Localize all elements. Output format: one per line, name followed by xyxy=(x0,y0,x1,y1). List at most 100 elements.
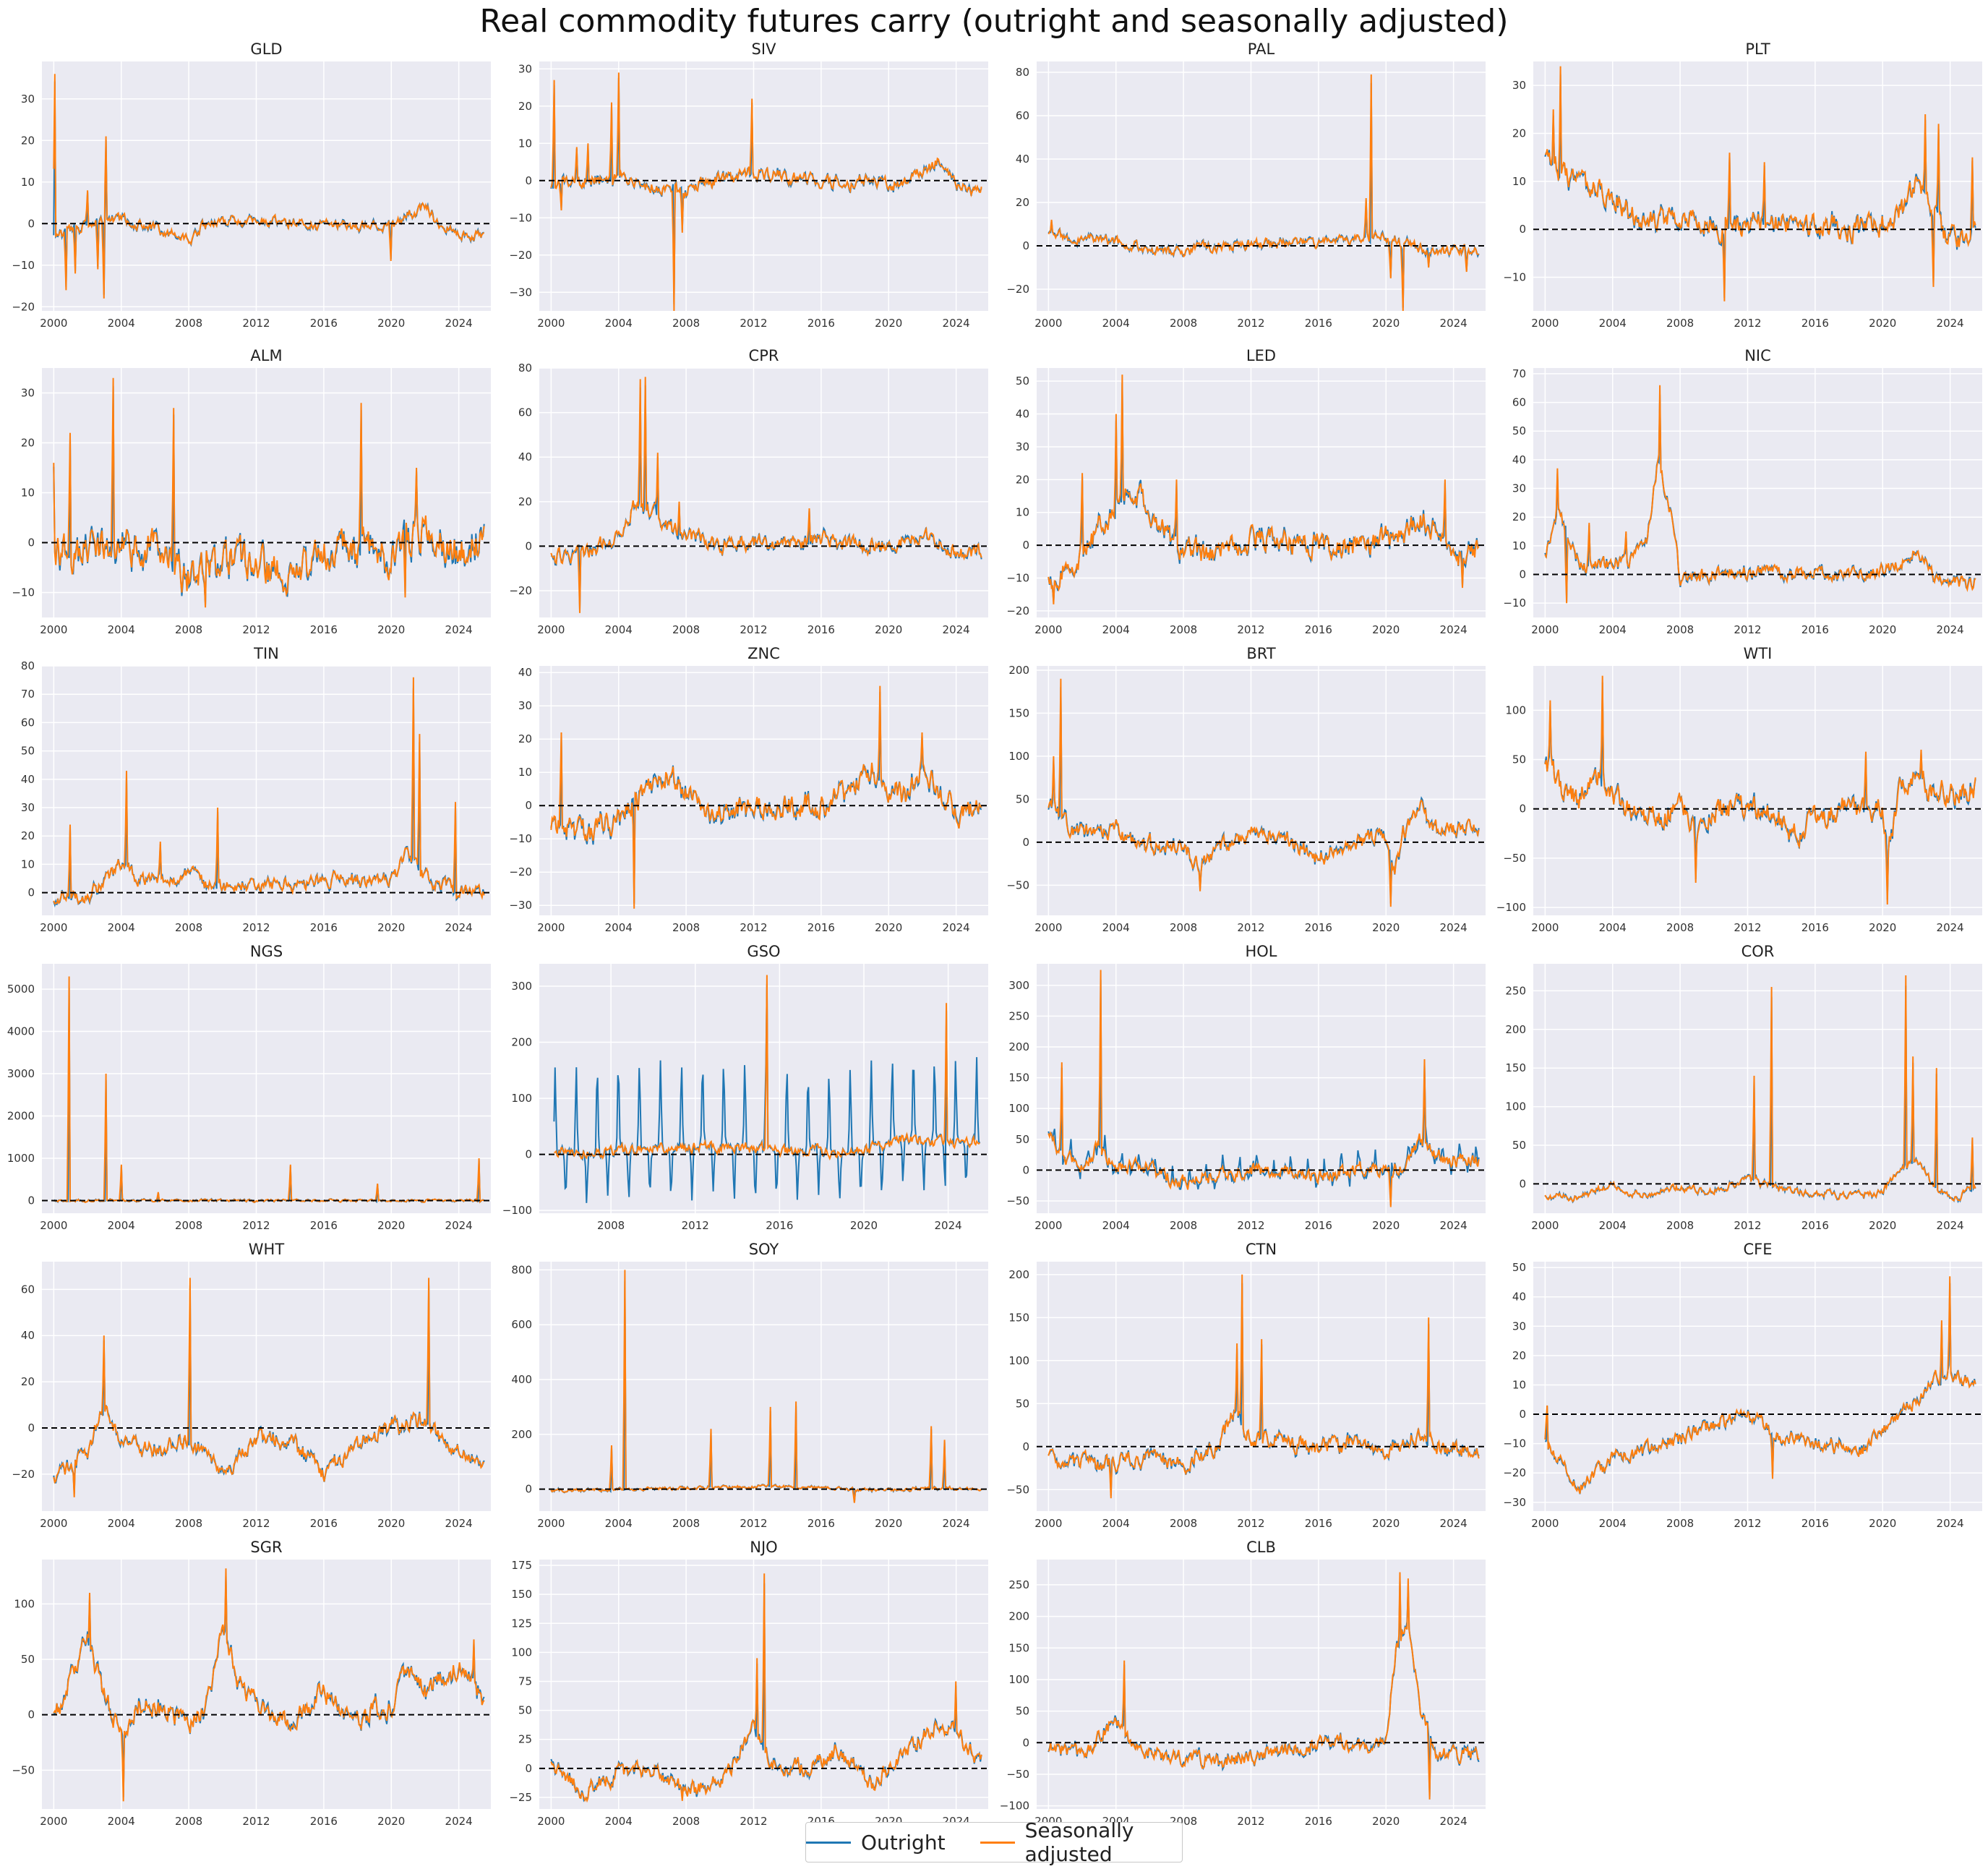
x-tick-label: 2008 xyxy=(175,1815,202,1828)
y-tick-label: 4000 xyxy=(7,1025,35,1038)
panel-led: 2000 2004 2008 2012 2016 2020 2024 −20 −10 0 10 20 3… xyxy=(1006,347,1486,636)
panel-ngs: 2000 2004 2008 2012 2016 2020 2024 0 1000 2000 300… xyxy=(7,943,491,1232)
y-tick-label: 30 xyxy=(1512,482,1526,495)
x-tick-label: 2020 xyxy=(1372,1815,1400,1828)
x-tick-label: 2004 xyxy=(108,1219,135,1232)
y-tick-label: 10 xyxy=(1512,539,1526,552)
plot-area xyxy=(1533,368,1982,617)
y-tick-label: −50 xyxy=(1006,1194,1029,1207)
x-tick-label: 2016 xyxy=(1305,317,1332,330)
x-tick-label: 2000 xyxy=(1531,623,1559,636)
x-tick-label: 2012 xyxy=(740,317,767,330)
panel-title: LED xyxy=(1246,347,1276,364)
y-tick-label: −30 xyxy=(509,286,532,299)
series-seasonally-adjusted-line xyxy=(53,677,485,905)
y-tick-label: 100 xyxy=(1008,1102,1029,1115)
x-tick-label: 2024 xyxy=(1937,317,1964,330)
x-tick-label: 2020 xyxy=(1869,623,1896,636)
x-tick-label: 2012 xyxy=(242,1517,270,1530)
x-tick-label: 2016 xyxy=(310,1815,338,1828)
y-tick-label: 100 xyxy=(511,1092,532,1105)
y-tick-label: 20 xyxy=(1512,1349,1526,1362)
y-tick-label: 100 xyxy=(1505,703,1526,717)
panel-title: WHT xyxy=(249,1241,285,1258)
y-tick-label: 0 xyxy=(27,536,35,549)
plot-area xyxy=(539,666,988,915)
y-tick-label: 60 xyxy=(518,406,532,419)
x-tick-label: 2008 xyxy=(1666,1219,1694,1232)
y-tick-label: 100 xyxy=(1008,1354,1029,1367)
x-tick-label: 2004 xyxy=(108,317,135,330)
y-tick-label: 0 xyxy=(27,217,35,230)
y-tick-label: 100 xyxy=(511,1646,532,1659)
x-tick-label: 2016 xyxy=(310,1517,338,1530)
plot-area xyxy=(1037,61,1486,311)
y-tick-label: 60 xyxy=(1016,109,1029,122)
y-tick-label: 50 xyxy=(518,1704,532,1717)
x-tick-label: 2004 xyxy=(605,1815,633,1828)
series-seasonally-adjusted-line xyxy=(53,74,485,299)
y-tick-label: 20 xyxy=(518,732,532,745)
x-tick-label: 2016 xyxy=(1801,1517,1829,1530)
panel-soy: 2000 2004 2008 2012 2016 2020 2024 0 200 400 600 80… xyxy=(511,1241,988,1530)
x-tick-label: 2020 xyxy=(377,1517,405,1530)
x-tick-label: 2004 xyxy=(1102,921,1130,934)
panel-gso: 2008 2012 2016 2020 2024 −100 0 100 200 300 GSO xyxy=(502,943,988,1232)
x-tick-label: 2012 xyxy=(1237,623,1264,636)
y-tick-label: −100 xyxy=(1000,1800,1029,1813)
y-tick-label: 40 xyxy=(518,666,532,679)
x-tick-label: 2012 xyxy=(242,1219,270,1232)
x-tick-label: 2020 xyxy=(1372,1219,1400,1232)
x-tick-label: 2024 xyxy=(1440,1517,1468,1530)
y-tick-label: 80 xyxy=(518,362,532,375)
y-tick-label: 0 xyxy=(525,799,532,812)
plot-area xyxy=(539,1262,988,1511)
x-tick-label: 2008 xyxy=(1170,317,1197,330)
y-tick-label: −30 xyxy=(509,899,532,912)
x-tick-label: 2004 xyxy=(108,921,135,934)
x-tick-label: 2020 xyxy=(1372,1517,1400,1530)
y-tick-label: 250 xyxy=(1008,1578,1029,1591)
x-tick-label: 2012 xyxy=(1237,1815,1264,1828)
x-tick-label: 2012 xyxy=(1237,1517,1264,1530)
y-tick-label: 80 xyxy=(21,659,35,672)
x-tick-label: 2016 xyxy=(310,921,338,934)
series-seasonally-adjusted-line xyxy=(1544,975,1976,1203)
x-tick-label: 2024 xyxy=(445,623,473,636)
panel-title: PAL xyxy=(1248,40,1275,58)
y-tick-label: 0 xyxy=(1022,239,1029,252)
y-tick-label: 200 xyxy=(1008,1610,1029,1623)
x-tick-label: 2004 xyxy=(108,623,135,636)
panel-title: BRT xyxy=(1246,645,1275,662)
x-tick-label: 2024 xyxy=(1440,1815,1468,1828)
x-tick-label: 2008 xyxy=(175,921,202,934)
x-tick-label: 2000 xyxy=(40,317,67,330)
y-tick-label: −10 xyxy=(509,832,532,845)
legend-entry-seasonal: Seasonally adjusted xyxy=(980,1818,1182,1866)
series-seasonally-adjusted-line xyxy=(1047,74,1479,312)
panel-znc: 2000 2004 2008 2012 2016 2020 2024 −30 −20 −10 0 10… xyxy=(509,645,988,934)
x-tick-label: 2000 xyxy=(537,1517,565,1530)
x-tick-label: 2024 xyxy=(1440,623,1468,636)
y-tick-label: 40 xyxy=(1016,408,1029,421)
y-tick-label: 100 xyxy=(14,1597,35,1610)
x-tick-label: 2020 xyxy=(1869,1219,1896,1232)
panel-wht: 2000 2004 2008 2012 2016 2020 2024 −20 0 20 40 60 WH… xyxy=(12,1241,491,1530)
panel-title: ZNC xyxy=(747,645,780,662)
x-tick-label: 2024 xyxy=(1937,921,1964,934)
y-tick-label: 50 xyxy=(21,745,35,758)
y-tick-label: 50 xyxy=(21,1653,35,1666)
y-tick-label: 40 xyxy=(21,773,35,786)
panel-wti: 2000 2004 2008 2012 2016 2020 2024 −100 −50 0 50 10… xyxy=(1496,645,1982,934)
y-tick-label: 150 xyxy=(1505,1061,1526,1074)
legend-swatch-outright xyxy=(806,1841,851,1844)
y-tick-label: 70 xyxy=(21,688,35,701)
panel-title: GLD xyxy=(250,40,282,58)
y-tick-label: 10 xyxy=(21,857,35,871)
y-tick-label: 200 xyxy=(511,1428,532,1441)
x-tick-label: 2020 xyxy=(1372,921,1400,934)
panel-nic: 2000 2004 2008 2012 2016 2020 2024 −10 0 10 20 30 40… xyxy=(1503,347,1982,636)
x-tick-label: 2008 xyxy=(672,921,700,934)
x-tick-label: 2012 xyxy=(1734,921,1761,934)
series-seasonally-adjusted-line xyxy=(1544,675,1976,905)
